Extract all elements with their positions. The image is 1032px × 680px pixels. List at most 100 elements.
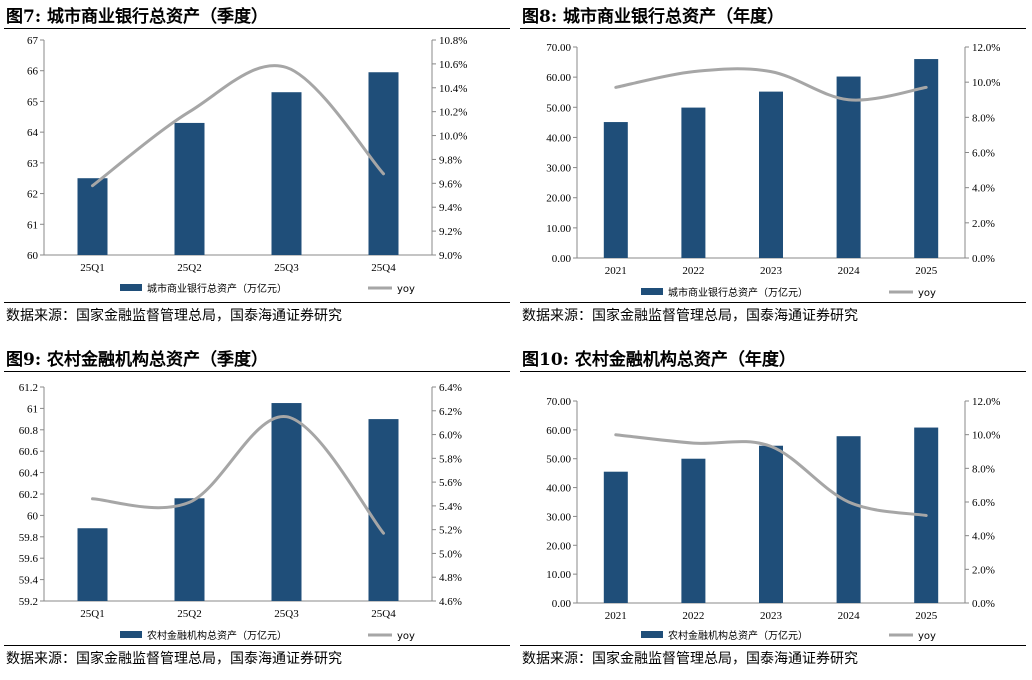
- chart-title: 图10: 农村金融机构总资产（年度）: [522, 350, 796, 370]
- data-source: 数据来源：国家金融监督管理总局，国泰海通证券研究: [522, 651, 858, 667]
- x-tick-label: 25Q1: [80, 608, 104, 620]
- legend-line-label: yoy: [397, 284, 415, 295]
- source-divider: [520, 645, 1026, 646]
- x-tick-label: 2022: [682, 610, 704, 622]
- yoy-series-line: [91, 64, 385, 188]
- left-tick-label: 10.00: [546, 223, 571, 235]
- bar: [368, 419, 399, 601]
- right-tick-label: 10.2%: [439, 107, 467, 119]
- left-tick-label: 20.00: [546, 540, 571, 552]
- bar: [836, 436, 861, 603]
- right-tick-label: 0.0%: [972, 598, 995, 610]
- left-tick-label: 61: [27, 403, 38, 415]
- legend-line-label: yoy: [397, 631, 415, 642]
- right-tick-label: 10.0%: [439, 131, 467, 143]
- chart-panel-7: 图7: 城市商业银行总资产（季度） 60 61 62 63 64 65 66 67 9.0% 9.…: [0, 0, 516, 337]
- left-tick-label: 10.00: [546, 569, 571, 581]
- left-tick-label: 63: [27, 158, 39, 170]
- bar: [174, 122, 205, 255]
- yoy-series-line: [614, 67, 928, 102]
- left-tick-label: 60: [27, 250, 39, 262]
- left-tick-label: 59.2: [19, 596, 38, 608]
- left-tick-label: 60.6: [19, 446, 39, 458]
- left-tick-label: 66: [27, 66, 39, 78]
- right-tick-label: 6.4%: [439, 382, 462, 394]
- bar: [368, 72, 399, 255]
- bar: [914, 59, 939, 258]
- left-tick-label: 59.6: [19, 553, 39, 565]
- title-divider: [520, 28, 1026, 29]
- source-divider: [520, 302, 1026, 303]
- right-tick-label: 4.6%: [439, 596, 462, 608]
- right-tick-label: 12.0%: [972, 396, 1000, 408]
- chart-title: 图9: 农村金融机构总资产（季度）: [6, 350, 269, 370]
- bar: [603, 471, 628, 603]
- legend-bar-label: 城市商业银行总资产（万亿元）: [668, 286, 808, 299]
- legend-bar-label: 农村金融机构总资产（万亿元）: [147, 629, 287, 642]
- left-tick-label: 59.4: [19, 575, 39, 587]
- right-tick-label: 2.0%: [972, 218, 995, 230]
- chart-title: 图8: 城市商业银行总资产（年度）: [522, 7, 785, 27]
- right-tick-label: 9.8%: [439, 154, 462, 166]
- source-divider: [4, 302, 510, 303]
- left-tick-label: 65: [27, 96, 39, 108]
- x-tick-label: 25Q3: [274, 262, 299, 274]
- right-tick-label: 0.0%: [972, 253, 995, 265]
- right-tick-label: 5.8%: [439, 453, 462, 465]
- right-tick-label: 8.0%: [972, 112, 995, 124]
- x-tick-label: 2021: [605, 610, 627, 622]
- left-tick-label: 60.00: [546, 425, 571, 437]
- quarterly-rural-finance-chart: 59.2 59.4 59.6 59.8 60 60.2 60.4 60.6 60.8 61 61.2…: [19, 382, 462, 642]
- right-tick-label: 6.0%: [972, 497, 995, 509]
- chart-title: 图7: 城市商业银行总资产（季度）: [6, 7, 269, 27]
- title-divider: [4, 28, 510, 29]
- left-tick-label: 61.2: [19, 382, 38, 394]
- right-tick-label: 5.6%: [439, 477, 462, 489]
- legend-line-label: yoy: [918, 631, 936, 642]
- left-tick-label: 60.2: [19, 489, 38, 501]
- bar: [271, 403, 302, 601]
- bar: [681, 107, 706, 258]
- right-tick-label: 10.6%: [439, 59, 467, 71]
- x-tick-label: 2023: [760, 610, 783, 622]
- left-tick-label: 59.8: [19, 532, 39, 544]
- right-tick-label: 5.4%: [439, 501, 462, 513]
- left-tick-label: 70.00: [546, 42, 571, 54]
- right-tick-label: 12.0%: [972, 42, 1000, 54]
- left-tick-label: 30.00: [546, 163, 571, 175]
- right-tick-label: 4.0%: [972, 183, 995, 195]
- x-tick-label: 2025: [915, 265, 938, 277]
- annual-rural-finance-chart: 0.00 10.00 20.00 30.00 40.00 50.00 60.00 70.00 0…: [546, 396, 1000, 642]
- right-tick-label: 10.0%: [972, 430, 1000, 442]
- right-tick-label: 9.0%: [439, 250, 462, 262]
- right-tick-label: 9.6%: [439, 178, 462, 190]
- left-tick-label: 20.00: [546, 193, 571, 205]
- x-tick-label: 2023: [760, 265, 783, 277]
- right-tick-label: 5.0%: [439, 548, 462, 560]
- data-source: 数据来源：国家金融监督管理总局，国泰海通证券研究: [6, 651, 342, 667]
- left-tick-label: 70.00: [546, 396, 571, 408]
- x-tick-label: 2021: [605, 265, 627, 277]
- left-tick-label: 60.8: [19, 425, 39, 437]
- annual-city-bank-chart: 0.00 10.00 20.00 30.00 40.00 50.00 60.00 70.00 0…: [546, 42, 1000, 299]
- left-tick-label: 67: [27, 35, 39, 47]
- right-tick-label: 6.2%: [439, 406, 462, 418]
- chart-panel-9: 图9: 农村金融机构总资产（季度） 59.2 59.4 59.6 59.8 60 60.2…: [0, 343, 516, 680]
- left-tick-label: 60: [27, 510, 39, 522]
- chart-panel-8: 图8: 城市商业银行总资产（年度） 0.00 10.00 20.00 30.00 40.…: [516, 0, 1032, 337]
- bar: [681, 458, 706, 603]
- bar: [271, 92, 302, 255]
- yoy-series-line: [91, 415, 385, 535]
- source-divider: [4, 645, 510, 646]
- left-tick-label: 61: [27, 219, 38, 231]
- left-tick-label: 50.00: [546, 454, 571, 466]
- left-tick-label: 60.00: [546, 72, 571, 84]
- right-tick-label: 6.0%: [972, 148, 995, 160]
- legend-bar-swatch: [120, 284, 142, 291]
- right-tick-label: 8.0%: [972, 463, 995, 475]
- left-tick-label: 60.4: [19, 468, 39, 480]
- legend-bar-swatch: [641, 631, 663, 638]
- bar: [77, 178, 108, 255]
- data-source: 数据来源：国家金融监督管理总局，国泰海通证券研究: [6, 308, 342, 324]
- x-tick-label: 25Q3: [274, 608, 299, 620]
